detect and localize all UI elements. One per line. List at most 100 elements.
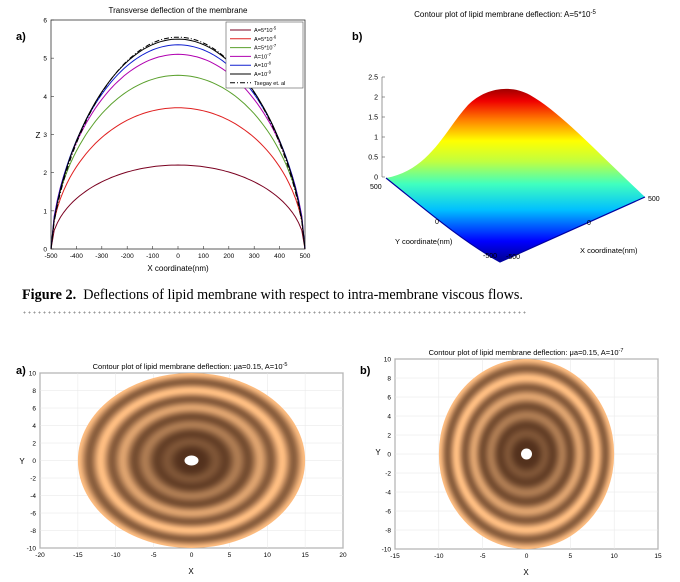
chart-title: Contour plot of lipid membrane deflectio… — [414, 10, 596, 19]
legend-entry: A=5*10-6 — [254, 34, 277, 43]
y-axis-label: Y — [19, 457, 25, 466]
x-axis-label: X — [188, 567, 194, 576]
x-axis-label: X coordinate(nm) — [580, 246, 638, 255]
series-lines — [50, 36, 306, 250]
y-tick: 0 — [435, 219, 439, 226]
y-tick-label: 1 — [43, 208, 47, 215]
ticks: -500 -400 -300 -200 -100 0 100 200 300 400 500 0 1 2 3… — [43, 18, 310, 261]
x-tick-label: 100 — [198, 253, 209, 260]
y-tick-label: 0 — [32, 458, 36, 465]
title-A: A=10 — [601, 348, 619, 357]
z-tick-label: 1 — [374, 135, 378, 142]
legend: A=5*10-5A=5*10-6A=5*10-7A=10-7A=10-8A=10… — [225, 21, 304, 89]
z-tick-label: 2.5 — [368, 75, 378, 82]
title-exponent: -5 — [591, 10, 597, 16]
z-tick-label: 0.5 — [368, 155, 378, 162]
chart-title: Contour plot of lipid membrane deflectio… — [93, 362, 288, 371]
legend-entry: A=10-7 — [254, 52, 272, 61]
title-exponent: -5 — [283, 362, 288, 368]
y-tick-label: 4 — [387, 414, 391, 421]
z-tick-label: 1.5 — [368, 115, 378, 122]
x-tick-label: -15 — [73, 552, 83, 559]
deflection-line-chart: a) Transverse deflection of the membrane… — [16, 6, 311, 273]
y-tick-label: -8 — [385, 528, 391, 535]
surface-3d-chart: b) Contour plot of lipid membrane deflec… — [352, 10, 660, 263]
y-tick-label: 8 — [32, 388, 36, 395]
chart-title: Contour plot of lipid membrane deflectio… — [429, 348, 624, 357]
y-axis-label: Y — [375, 448, 381, 457]
series-line — [50, 36, 306, 250]
x-tick: -500 — [506, 254, 520, 261]
legend-entry: A=10-8 — [254, 61, 272, 70]
y-tick-label: 0 — [387, 452, 391, 459]
y-tick-label: -10 — [382, 547, 392, 554]
legend-entry: A=5*10-7 — [254, 43, 277, 52]
chart-title: Transverse deflection of the membrane — [109, 6, 248, 15]
x-tick-label: 0 — [190, 552, 194, 559]
y-tick-label: 10 — [384, 357, 392, 364]
x-tick-label: 5 — [569, 553, 573, 560]
series-line — [50, 53, 306, 250]
x-tick-label: 10 — [611, 553, 619, 560]
x-tick-label: -20 — [35, 552, 45, 559]
series-line — [50, 44, 306, 250]
x-tick-label: -300 — [95, 253, 108, 260]
y-tick-label: 2 — [43, 170, 47, 177]
y-tick-label: -4 — [30, 493, 36, 500]
y-tick: -500 — [483, 253, 497, 260]
x-tick-label: -5 — [480, 553, 486, 560]
title-prefix: Contour plot of lipid membrane deflectio… — [93, 362, 232, 371]
x-axis-label: X coordinate(nm) — [147, 264, 209, 273]
contour-plot-a: a) Contour plot of lipid membrane deflec… — [16, 362, 347, 576]
y-tick-label: 3 — [43, 132, 47, 139]
x-tick-label: -500 — [44, 253, 57, 260]
x-tick-label: 400 — [274, 253, 285, 260]
x-tick-label: 10 — [264, 552, 272, 559]
y-tick-label: 6 — [387, 395, 391, 402]
x-tick-label: 20 — [339, 552, 347, 559]
x-tick-label: -5 — [151, 552, 157, 559]
center-hole — [521, 448, 532, 460]
center-hole — [184, 455, 199, 466]
y-tick-label: 2 — [32, 441, 36, 448]
y-tick-label: -2 — [385, 471, 391, 478]
y-tick-label: 8 — [387, 376, 391, 383]
x-tick: 0 — [587, 220, 591, 227]
figure-caption-text: Deflections of lipid membrane with respe… — [83, 287, 523, 303]
x-tick-label: 500 — [300, 253, 311, 260]
contour-rings — [438, 359, 615, 549]
y-tick-label: 4 — [43, 94, 47, 101]
y-tick-label: -6 — [385, 509, 391, 516]
title-mu: μa=0.15, — [234, 362, 264, 371]
x-axis-label: X — [523, 568, 529, 577]
x-tick-label: 0 — [525, 553, 529, 560]
figure-label: Figure 2. — [22, 287, 77, 303]
title-prefix: Contour plot of lipid membrane deflectio… — [429, 348, 568, 357]
surface-front-edge — [385, 177, 646, 263]
y-tick: 500 — [370, 184, 382, 191]
x-tick-label: -10 — [434, 553, 444, 560]
legend-entry: Tsegay et. al — [254, 81, 285, 87]
figure-caption: Figure 2. Deflections of lipid membrane … — [22, 287, 662, 304]
x-tick-label: -15 — [390, 553, 400, 560]
x-tick-label: 0 — [176, 253, 180, 260]
y-tick-label: 5 — [43, 56, 47, 63]
x-tick-label: 300 — [249, 253, 260, 260]
title-mu: μa=0.15, — [570, 348, 600, 357]
z-ticks: 0 0.5 1 1.5 2 2.5 — [368, 75, 385, 182]
x-tick-label: 15 — [654, 553, 662, 560]
y-tick-label: -8 — [30, 528, 36, 535]
y-tick-label: -10 — [27, 546, 37, 553]
y-tick-label: 0 — [43, 247, 47, 254]
y-axis-label: Y coordinate(nm) — [395, 237, 453, 246]
panel-label: b) — [360, 365, 371, 377]
z-tick-label: 2 — [374, 95, 378, 102]
legend-entry: A=5*10-5 — [254, 26, 277, 35]
x-tick-label: -100 — [146, 253, 159, 260]
x-tick-label: 200 — [223, 253, 234, 260]
title-A: A=10 — [265, 362, 283, 371]
panel-label: a) — [16, 365, 26, 377]
x-tick-label: -200 — [121, 253, 134, 260]
x-tick-label: -10 — [111, 552, 121, 559]
z-tick-label: 0 — [374, 175, 378, 182]
